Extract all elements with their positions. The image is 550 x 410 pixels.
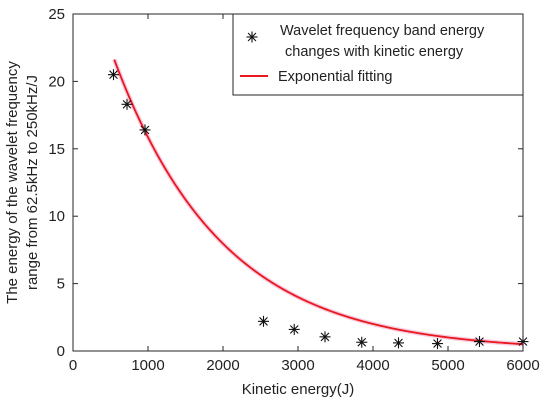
data-point-asterisk (319, 331, 331, 343)
x-tick-label: 3000 (281, 357, 314, 374)
data-point-asterisk (288, 323, 300, 335)
legend-asterisk (246, 31, 258, 43)
y-tick-label: 0 (57, 343, 65, 360)
x-tick-label: 6000 (506, 357, 539, 374)
data-point-asterisk (474, 336, 485, 348)
legend-label-scatter-line-2: changes with kinetic energy (285, 44, 464, 60)
legend-asterisk-marker (246, 31, 258, 43)
data-points-layer (108, 69, 529, 350)
data-point-asterisk (356, 336, 368, 348)
exponential-fit-curve (113, 59, 524, 346)
y-tick-label: 25 (48, 6, 65, 23)
data-point-asterisk (108, 69, 119, 81)
y-axis-label-line-2: range from 62.5kHz to 250kHz/J (24, 75, 41, 290)
fit-curve-halo (112, 58, 524, 347)
data-point-asterisk (139, 124, 151, 136)
x-tick-label: 5000 (431, 357, 464, 374)
x-tick-label: 1000 (131, 357, 164, 374)
legend: Wavelet frequency band energy changes wi… (232, 13, 524, 96)
y-tick-label: 5 (57, 276, 65, 293)
y-tick-label: 20 (48, 73, 65, 90)
x-axis-label: Kinetic energy(J) (242, 381, 355, 398)
data-point-asterisk (432, 338, 443, 350)
x-tick-label: 0 (69, 357, 77, 374)
legend-box (232, 13, 524, 96)
y-tick-label: 10 (48, 208, 65, 225)
data-point-asterisk (121, 98, 133, 110)
y-axis-label-line-1: The energy of the wavelet frequency (4, 61, 21, 304)
data-point-asterisk (258, 315, 269, 327)
legend-label-scatter-line-1: Wavelet frequency band energy (280, 23, 485, 39)
legend-label-fit: Exponential fitting (278, 69, 392, 85)
ticks-layer: 0 1000 2000 3000 4000 5000 6000 0 5 10 15 20 25 (48, 6, 539, 374)
x-tick-label: 2000 (206, 357, 239, 374)
data-point-asterisk (393, 337, 404, 349)
y-tick-label: 15 (48, 141, 65, 158)
x-tick-label: 4000 (356, 357, 389, 374)
fit-curve-layer (112, 58, 524, 347)
